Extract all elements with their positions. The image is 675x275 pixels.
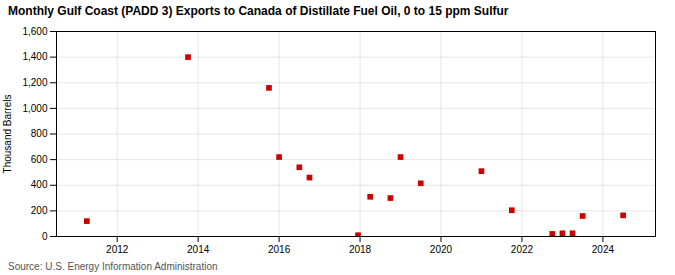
- html-text:Source: U.S. Energy Informatio: Source: U.S. Energy Information Administ…: [8, 261, 218, 272]
- svg-text:2016: 2016: [268, 244, 291, 255]
- html-text:Monthly Gulf Coast (PADD 3) Ex: Monthly Gulf Coast (PADD 3) Exports to C…: [8, 4, 509, 18]
- svg-text:0: 0: [42, 231, 48, 242]
- svg-text:200: 200: [31, 205, 48, 216]
- svg-text:800: 800: [31, 128, 48, 139]
- svg-text:600: 600: [31, 154, 48, 165]
- svg-text:2020: 2020: [430, 244, 453, 255]
- svg-text:Thousand Barrels: Thousand Barrels: [2, 95, 13, 174]
- svg-text:1,200: 1,200: [22, 77, 47, 88]
- svg-text:1,400: 1,400: [22, 51, 47, 62]
- svg-text:2012: 2012: [106, 244, 129, 255]
- svg-text:2018: 2018: [349, 244, 372, 255]
- svg-text:2022: 2022: [511, 244, 534, 255]
- svg-text:1,600: 1,600: [22, 26, 47, 37]
- svg-text:2014: 2014: [187, 244, 210, 255]
- svg-text:1,000: 1,000: [22, 103, 47, 114]
- svg-text:400: 400: [31, 179, 48, 190]
- svg-text:2024: 2024: [592, 244, 615, 255]
